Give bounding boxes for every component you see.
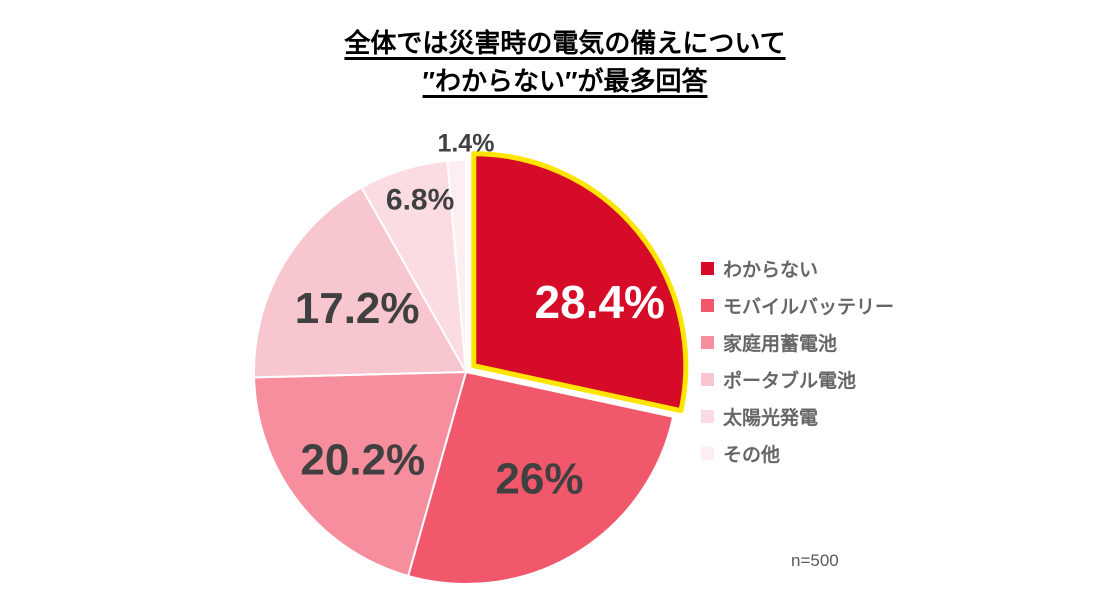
legend-item-2: 家庭用蓄電池 (701, 330, 894, 355)
legend-item-4: 太陽光発電 (701, 404, 894, 429)
sample-size-note: n=500 (791, 551, 839, 570)
legend-item-5: その他 (701, 441, 894, 466)
pie-data-label-4: 6.8% (386, 183, 454, 216)
legend-swatch-icon (701, 335, 714, 349)
legend-item-3: ポータブル電池 (701, 367, 894, 392)
pie-slice-1 (407, 371, 675, 585)
chart-title-line2: ″わからない″が最多回答 (422, 66, 708, 96)
legend-label: わからない (723, 259, 819, 281)
legend-label: 家庭用蓄電池 (723, 333, 838, 355)
legend-item-0: わからない (701, 256, 894, 281)
pie-data-label-3: 17.2% (295, 284, 420, 333)
chart-title-line1: 全体では災害時の電気の備えについて (344, 28, 786, 58)
pie-data-label-5: 1.4% (437, 129, 494, 157)
legend-label: 太陽光発電 (723, 407, 819, 429)
pie-slice-2 (253, 371, 467, 577)
legend-swatch-icon (701, 372, 714, 386)
legend-swatch-icon (701, 298, 714, 312)
chart-title: 全体では災害時の電気の備えについて ″わからない″が最多回答 (0, 24, 1106, 100)
pie-data-label-1: 26% (495, 455, 583, 504)
pie-data-label-2: 20.2% (300, 436, 425, 485)
chart-title-row2: ″わからない″が最多回答 (0, 62, 1106, 100)
pie-data-label-0: 28.4% (535, 276, 665, 328)
legend-swatch-icon (701, 261, 714, 275)
legend-label: その他 (723, 444, 781, 466)
legend-swatch-icon (701, 409, 714, 423)
pie-slice-5 (446, 159, 467, 373)
legend-swatch-icon (701, 446, 714, 460)
legend-label: モバイルバッテリー (723, 296, 895, 318)
pie-slice-0 (471, 151, 689, 414)
chart-legend: わからないモバイルバッテリー 家庭用蓄電池 ポータブル電池 太陽光発電その他 (701, 256, 895, 466)
legend-label: ポータブル電池 (723, 370, 857, 392)
chart-title-row1: 全体では災害時の電気の備えについて (0, 24, 1106, 62)
legend-item-1: モバイルバッテリー (701, 293, 895, 318)
pie-slice-3 (253, 186, 467, 379)
